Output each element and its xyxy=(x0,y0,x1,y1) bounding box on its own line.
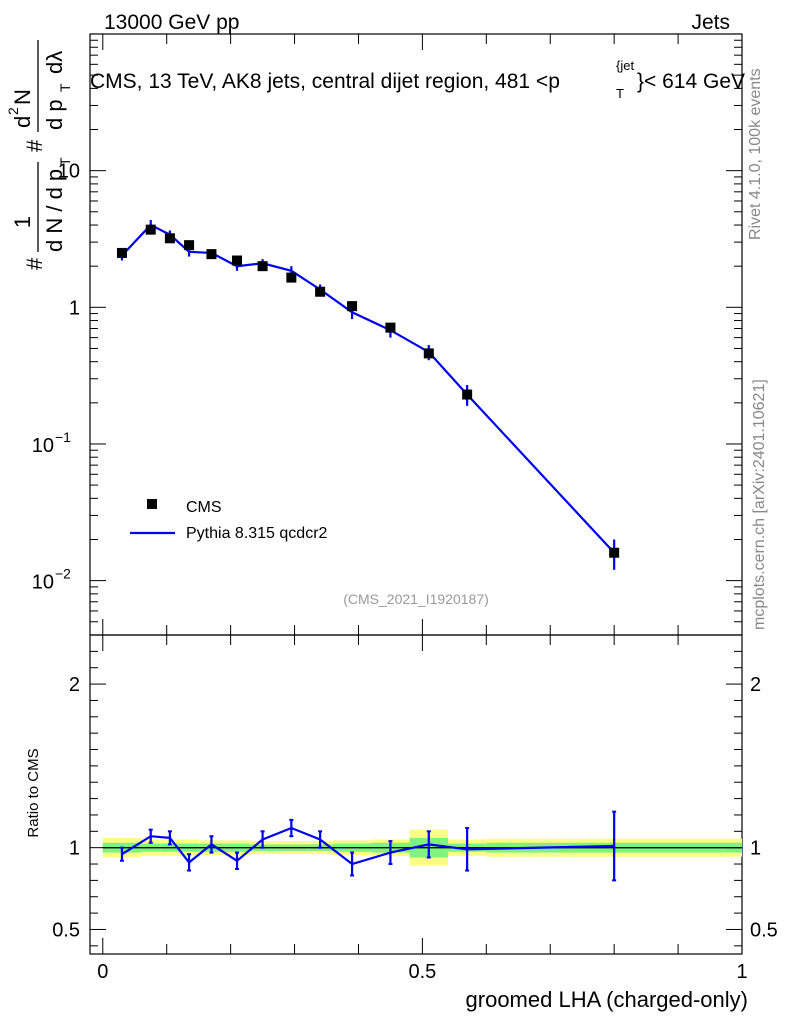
cms-data-point xyxy=(145,224,156,235)
ylabel-hash-1: # xyxy=(22,257,47,270)
title-sup: {jet xyxy=(616,58,634,73)
x-tick-label: 0 xyxy=(97,961,108,983)
ratio-ytick-label-right: 2 xyxy=(750,674,761,696)
ratio-band xyxy=(102,829,742,866)
cms-data-point xyxy=(347,301,358,312)
ratio-ytick-labels: 0.5 0.5 1 1 2 2 xyxy=(52,674,778,941)
title-main: CMS, 13 TeV, AK8 jets, central dijet reg… xyxy=(90,70,560,93)
analysis-annotation: (CMS_2021_I1920187) xyxy=(343,591,489,607)
cms-data-point xyxy=(315,286,326,297)
main-ytick-label-exp: −1 xyxy=(55,429,71,445)
title-tail: }< 614 GeV xyxy=(637,70,745,93)
ylabel-T-sub: T xyxy=(57,157,73,166)
ratio-ytick-label: 2 xyxy=(69,674,80,696)
ratio-ylabel: Ratio to CMS xyxy=(25,748,42,837)
ylabel-d: d xyxy=(10,116,35,128)
ratio-ytick-label-right: 1 xyxy=(750,838,761,860)
legend-label-mc: Pythia 8.315 qcdcr2 xyxy=(186,525,328,542)
ratio-ytick-label: 1 xyxy=(69,838,80,860)
main-frame xyxy=(89,33,743,636)
cms-data-point xyxy=(206,249,217,260)
main-ytick-label-exp: −2 xyxy=(55,566,71,582)
ratio-series xyxy=(119,810,617,882)
ratio-ytick-label-right: 0.5 xyxy=(750,919,778,941)
ratio-panel: Ratio to CMS 0.5 0.51 12 2 0 0.5 1 groomed LH… xyxy=(25,634,778,1012)
source-label: mcplots.cern.ch [arXiv:2401.10621] xyxy=(751,379,768,630)
ratio-xtick-labels: 0 0.5 1 xyxy=(97,961,747,983)
ratio-ytick-label: 0.5 xyxy=(52,919,80,941)
cms-data-point xyxy=(609,547,620,558)
energy-label: 13000 GeV pp xyxy=(104,11,239,34)
process-label: Jets xyxy=(691,11,730,34)
cms-data-point xyxy=(462,389,473,400)
cms-data-point xyxy=(423,348,434,359)
legend-label-cms: CMS xyxy=(186,499,222,516)
ylabel-N: N xyxy=(10,89,35,105)
legend: CMS Pythia 8.315 qcdcr2 xyxy=(130,499,328,542)
ylabel-dlambda: dλ xyxy=(42,51,67,74)
main-ytick-label-base: 10 xyxy=(32,572,54,594)
x-tick-label: 0.5 xyxy=(408,961,436,983)
ratio-ticks xyxy=(90,635,743,954)
cms-data-point xyxy=(116,247,127,258)
cms-data-point xyxy=(385,322,396,333)
main-series xyxy=(116,220,620,570)
main-ytick-label: 1 xyxy=(69,297,80,319)
ylabel-one: 1 xyxy=(10,216,35,228)
main-minor-ticks xyxy=(90,33,742,636)
cms-data-point xyxy=(286,272,297,283)
main-xticks xyxy=(102,34,743,635)
cms-data-point xyxy=(184,240,195,251)
legend-marker-cms xyxy=(147,499,157,509)
cms-data-point xyxy=(164,233,175,244)
title-sub: T xyxy=(616,86,624,101)
x-tick-label: 1 xyxy=(736,961,747,983)
ratio-line xyxy=(121,826,615,866)
ylabel-denominator: d N / d p xyxy=(42,169,67,252)
ratio-frame xyxy=(89,634,743,955)
main-title: CMS, 13 TeV, AK8 jets, central dijet reg… xyxy=(90,58,745,101)
x-axis-label: groomed LHA (charged-only) xyxy=(466,987,748,1012)
ylabel-T-sub-2: T xyxy=(57,83,73,92)
main-ytick-label: 10 xyxy=(58,161,80,183)
ylabel-dp: d p xyxy=(42,99,67,130)
main-ylabel: # 1 d N / d p T # d 2 N d p T dλ xyxy=(5,40,73,270)
cms-data-point xyxy=(257,261,268,272)
ylabel-2-sup: 2 xyxy=(5,107,21,115)
rivet-version-label: Rivet 4.1.0, 100k events xyxy=(747,68,764,240)
cms-data-point xyxy=(232,255,243,266)
main-ytick-label-base: 10 xyxy=(32,435,54,457)
ylabel-hash-2: # xyxy=(22,139,47,152)
